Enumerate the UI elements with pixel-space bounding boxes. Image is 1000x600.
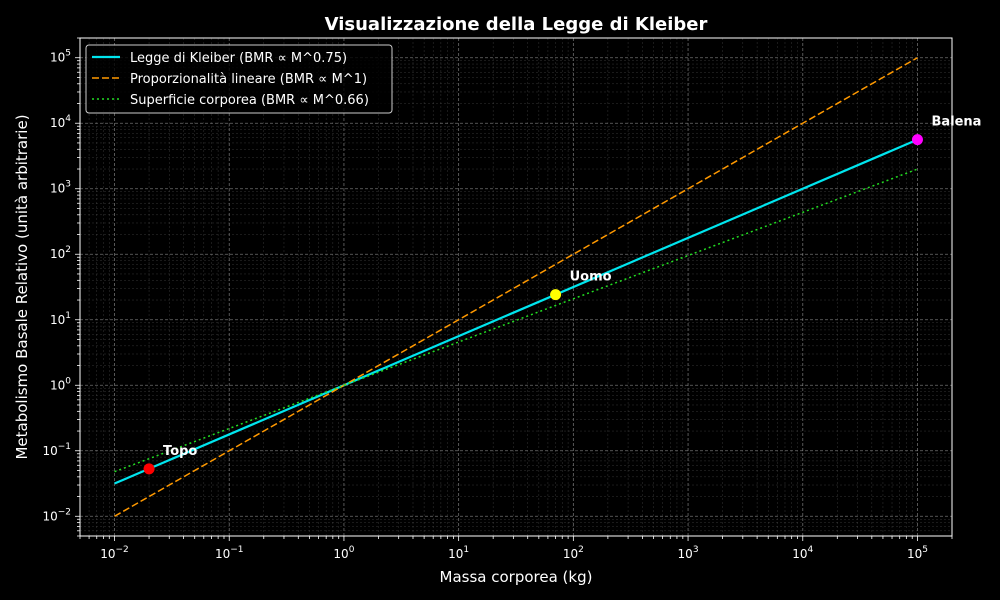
x-tick-label: 100: [333, 545, 354, 561]
x-tick-label: 10−1: [215, 545, 244, 561]
series-line-2: [114, 57, 918, 517]
x-tick-label: 105: [907, 545, 928, 561]
point-label-topo: Topo: [163, 444, 197, 459]
legend: Legge di Kleiber (BMR ∝ M^0.75) Proporzio…: [85, 44, 393, 114]
y-tick-label: 104: [50, 114, 71, 130]
legend-box: [85, 44, 393, 114]
ticks-layer: 10−2 10−1 100 101 102 103 104 105 10−2 10−1 100 101…: [42, 37, 953, 561]
series-line-3: [114, 168, 918, 473]
y-tick-label: 105: [50, 49, 71, 65]
plot-frame: [79, 37, 953, 537]
chart-title: Visualizzazione della Legge di Kleiber: [325, 14, 708, 35]
x-tick-label: 10−2: [100, 545, 129, 561]
series-line-1: [114, 138, 918, 485]
point-label-balena: Balena: [931, 115, 981, 130]
legend-label-3: Superficie corporea (BMR ∝ M^0.66): [130, 93, 369, 108]
point-balena: [911, 134, 923, 146]
x-axis-label: Massa corporea (kg): [440, 568, 593, 586]
y-tick-label: 10−1: [42, 442, 71, 458]
point-uomo: [550, 289, 562, 301]
series-layer: [114, 57, 918, 517]
y-tick-label: 103: [50, 180, 71, 196]
legend-label-2: Proporzionalità lineare (BMR ∝ M^1): [130, 72, 367, 87]
points-layer: Topo Uomo Balena: [143, 115, 981, 475]
y-tick-label: 101: [50, 311, 71, 327]
grid: [79, 37, 953, 537]
y-axis-label: Metabolismo Basale Relativo (unità arbit…: [13, 114, 31, 459]
x-tick-label: 103: [678, 545, 699, 561]
y-tick-label: 10−2: [42, 507, 71, 523]
point-label-uomo: Uomo: [570, 270, 612, 285]
x-tick-label: 102: [563, 545, 584, 561]
legend-label-1: Legge di Kleiber (BMR ∝ M^0.75): [130, 51, 347, 66]
y-tick-label: 100: [50, 376, 71, 392]
x-tick-label: 101: [448, 545, 469, 561]
y-tick-label: 102: [50, 245, 71, 261]
x-tick-label: 104: [792, 545, 813, 561]
point-topo: [143, 463, 155, 475]
